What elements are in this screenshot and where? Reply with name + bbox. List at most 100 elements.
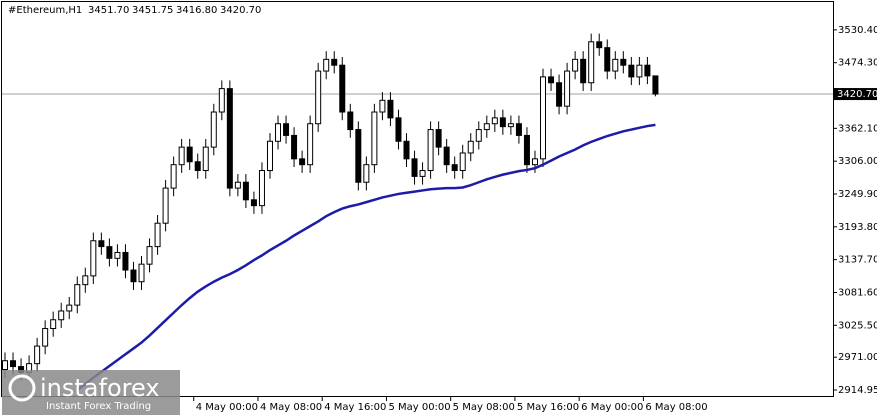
candle-body xyxy=(475,129,482,142)
candle-body xyxy=(507,123,514,128)
candle-body xyxy=(491,117,498,125)
candle-body xyxy=(483,123,490,131)
x-tick-label: 4 May 08:00 xyxy=(260,402,322,413)
candle-body xyxy=(275,123,282,142)
candle-body xyxy=(339,64,346,113)
ohlc-open: 3451.70 xyxy=(88,5,129,16)
candle-body xyxy=(435,129,442,148)
candle-body xyxy=(154,222,161,248)
x-tick-label: 6 May 08:00 xyxy=(645,402,707,413)
candle-body xyxy=(226,88,233,189)
candle-body xyxy=(612,58,619,72)
candle-body xyxy=(66,304,73,312)
candle-body xyxy=(636,64,643,78)
candle-body xyxy=(395,117,402,142)
symbol: #Ethereum,H1 xyxy=(8,5,82,16)
candle-body xyxy=(170,164,177,189)
candle-body xyxy=(50,319,57,330)
candle-body xyxy=(515,123,522,136)
candle-body xyxy=(588,41,595,84)
candle-body xyxy=(355,129,362,183)
ohlc-high: 3451.75 xyxy=(132,5,173,16)
candle-body xyxy=(146,246,153,265)
plot-area xyxy=(2,33,833,391)
candle-body xyxy=(42,328,49,347)
x-tick-label: 4 May 16:00 xyxy=(324,402,386,413)
price-label-bg xyxy=(834,88,877,101)
candle-body xyxy=(419,170,426,177)
candle-body xyxy=(411,158,418,177)
candle-body xyxy=(82,275,89,286)
logo xyxy=(8,374,36,402)
candle-body xyxy=(178,146,185,166)
candle-body xyxy=(122,251,129,271)
candle-body xyxy=(10,360,17,368)
candle-body xyxy=(130,269,137,283)
candle-body xyxy=(531,158,538,166)
candle-body xyxy=(210,111,217,148)
candle-body xyxy=(138,263,145,283)
x-tick-label: 4 May 00:00 xyxy=(196,402,258,413)
candle-body xyxy=(98,240,105,248)
candle-body xyxy=(106,246,113,259)
candle-body xyxy=(644,64,651,77)
candle-body xyxy=(74,284,81,306)
candle-body xyxy=(331,58,338,66)
x-tick-label: 6 May 00:00 xyxy=(581,402,643,413)
ohlc-low: 3416.80 xyxy=(176,5,217,16)
candle-body xyxy=(580,58,587,84)
candle-body xyxy=(652,75,659,95)
candle-body xyxy=(564,70,571,107)
candle-body xyxy=(202,146,209,172)
candle-body xyxy=(540,76,547,160)
candle-body xyxy=(572,58,579,72)
candle-body xyxy=(363,164,370,183)
candle-body xyxy=(523,134,530,166)
candle-body xyxy=(387,99,394,119)
candle-body xyxy=(162,187,169,224)
header: #Ethereum,H1 3451.70 3451.75 3416.80 342… xyxy=(8,5,261,16)
candle-body xyxy=(443,146,450,166)
candle-body xyxy=(90,240,97,277)
x-tick-label: 5 May 08:00 xyxy=(453,402,515,413)
candle-body xyxy=(299,158,306,166)
y-tick-label: 3193.80 xyxy=(838,222,877,233)
candle-body xyxy=(114,251,121,259)
candle-body xyxy=(604,47,611,72)
candle-body xyxy=(467,140,474,154)
candle-body xyxy=(499,117,506,128)
brand: instaforex xyxy=(40,374,160,402)
x-tick-label: 5 May 00:00 xyxy=(388,402,450,413)
candle-body xyxy=(548,76,555,84)
candle-body xyxy=(451,164,458,172)
candle-body xyxy=(2,360,8,370)
x-tick-label: 5 May 16:00 xyxy=(517,402,579,413)
candle-body xyxy=(34,345,41,365)
moving-average xyxy=(76,123,656,391)
candle-body xyxy=(347,111,354,131)
y-tick-label: 3362.10 xyxy=(838,123,877,134)
candle-body xyxy=(58,310,65,321)
candle-body xyxy=(291,134,298,160)
y-tick-label: 3306.00 xyxy=(838,156,877,167)
watermark: instaforex Instant Forex Trading xyxy=(2,370,180,415)
candle-body xyxy=(258,170,265,207)
candle-body xyxy=(283,123,290,136)
candle-body xyxy=(371,111,378,166)
candle-body xyxy=(323,58,330,72)
candle-body xyxy=(250,199,257,207)
y-tick-label: 3530.40 xyxy=(838,25,877,36)
candle-body xyxy=(307,123,314,166)
candle-body xyxy=(459,152,466,172)
tagline: Instant Forex Trading xyxy=(46,401,151,412)
candle-body xyxy=(427,129,434,172)
candle-body xyxy=(218,88,225,113)
ohlc-close: 3420.70 xyxy=(220,5,261,16)
candle-body xyxy=(628,64,635,78)
y-tick-label: 3137.70 xyxy=(838,255,877,266)
plot-frame xyxy=(1,1,834,397)
y-tick-label: 2914.95 xyxy=(838,385,877,396)
y-tick-label: 3081.60 xyxy=(838,287,877,298)
candle-body xyxy=(620,58,627,66)
